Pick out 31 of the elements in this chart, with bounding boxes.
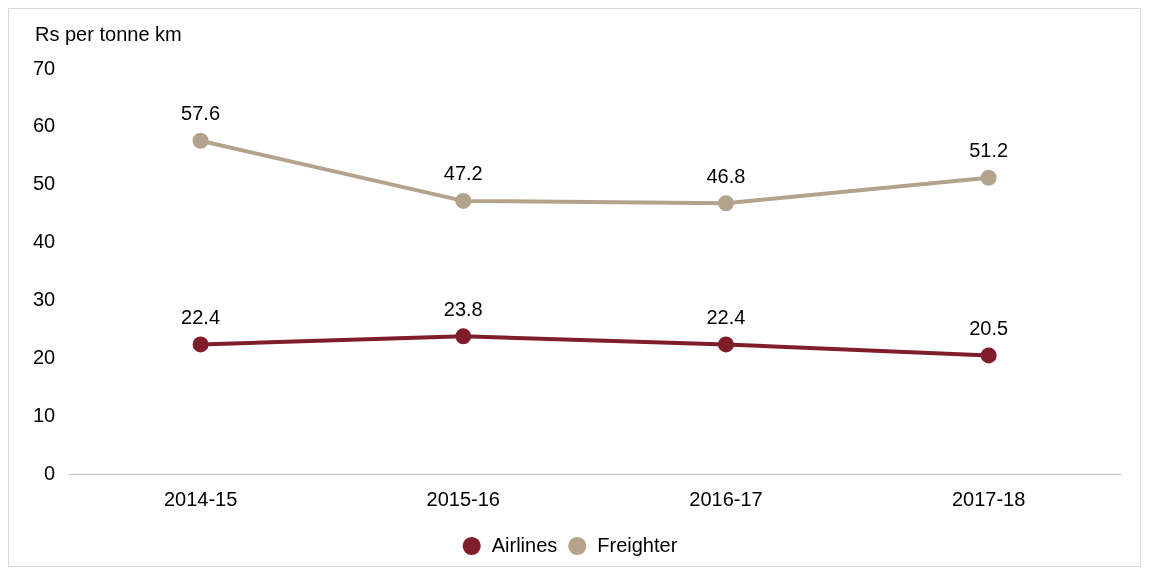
x-tick-label: 2014-15 bbox=[163, 487, 238, 510]
data-label: 23.8 bbox=[443, 297, 483, 320]
y-tick-label: 60 bbox=[33, 114, 56, 137]
legend-label: Freighter bbox=[597, 533, 678, 556]
point bbox=[980, 169, 997, 186]
point bbox=[455, 192, 472, 209]
legend-label: Airlines bbox=[491, 533, 558, 556]
data-label: 47.2 bbox=[443, 162, 483, 185]
y-tick-label: 20 bbox=[33, 345, 56, 368]
data-label: 22.4 bbox=[181, 305, 221, 328]
y-tick-label: 10 bbox=[33, 403, 56, 426]
point bbox=[455, 328, 472, 345]
point bbox=[717, 336, 734, 353]
point bbox=[980, 347, 997, 364]
y-axis-title: Rs per tonne km bbox=[35, 23, 182, 46]
data-label: 20.5 bbox=[969, 316, 1009, 339]
y-tick-label: 0 bbox=[44, 461, 56, 484]
y-tick-label: 70 bbox=[33, 56, 56, 79]
data-label: 46.8 bbox=[706, 164, 746, 187]
y-tick-label: 30 bbox=[33, 287, 56, 310]
data-label: 57.6 bbox=[181, 102, 221, 125]
x-tick-label: 2015-16 bbox=[426, 487, 500, 510]
x-tick-label: 2016-17 bbox=[689, 487, 763, 510]
data-label: 22.4 bbox=[706, 305, 746, 328]
point bbox=[192, 336, 209, 353]
data-label: 51.2 bbox=[969, 139, 1009, 162]
x-tick-label: 2017-18 bbox=[951, 487, 1026, 510]
y-tick-label: 50 bbox=[33, 172, 56, 195]
point bbox=[717, 195, 734, 212]
y-tick-label: 40 bbox=[33, 230, 56, 253]
point bbox=[192, 132, 209, 149]
